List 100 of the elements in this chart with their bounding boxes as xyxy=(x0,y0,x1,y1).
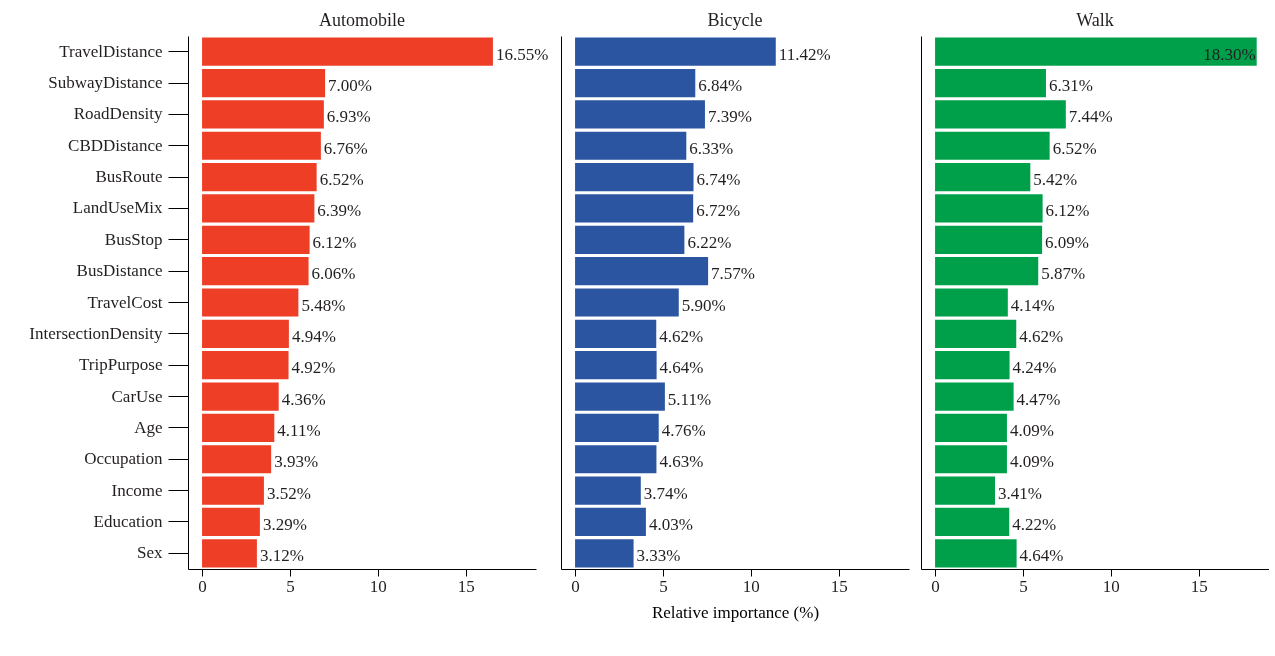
bar xyxy=(202,445,272,474)
bar xyxy=(575,507,646,537)
bar xyxy=(202,539,257,568)
x-tick-label: 10 xyxy=(742,576,760,596)
bar xyxy=(575,68,696,98)
data-label: 4.92% xyxy=(291,358,336,378)
data-label: 5.87% xyxy=(1041,264,1086,284)
bar xyxy=(575,100,705,129)
bar xyxy=(935,445,1007,474)
x-tick-label: 15 xyxy=(457,576,475,596)
x-tick-label: 5 xyxy=(286,576,295,596)
bar xyxy=(575,476,641,505)
bar xyxy=(202,288,299,317)
data-label: 5.11% xyxy=(667,389,712,409)
bar xyxy=(935,131,1050,160)
data-label: 18.30% xyxy=(1203,44,1256,64)
data-label: 6.52% xyxy=(1052,138,1097,158)
bar xyxy=(202,476,264,505)
data-label: 4.09% xyxy=(1009,452,1054,472)
y-tick-label: IntersectionDensity xyxy=(29,323,163,343)
data-label: 6.31% xyxy=(1048,76,1093,96)
data-label: 6.12% xyxy=(1045,201,1090,221)
data-label: 4.63% xyxy=(659,452,704,472)
bar xyxy=(202,68,326,98)
bar xyxy=(935,539,1017,568)
bar xyxy=(202,507,260,537)
data-label: 7.57% xyxy=(711,264,756,284)
data-label: 4.47% xyxy=(1016,389,1061,409)
y-tick-label: CarUse xyxy=(111,386,163,406)
y-tick-label: SubwayDistance xyxy=(48,73,163,93)
bar xyxy=(935,413,1007,443)
data-label: 6.84% xyxy=(698,76,743,96)
data-label: 5.90% xyxy=(681,295,726,315)
data-label: 6.22% xyxy=(687,232,732,252)
data-label: 16.55% xyxy=(495,44,549,64)
bar xyxy=(202,225,310,254)
bar xyxy=(575,257,709,286)
bar xyxy=(575,225,685,254)
data-label: 7.44% xyxy=(1068,107,1113,127)
bar xyxy=(575,162,694,192)
bar xyxy=(575,319,657,348)
y-tick-label: Age xyxy=(134,417,163,437)
bar xyxy=(935,507,1010,537)
x-tick-label: 0 xyxy=(571,576,580,596)
data-label: 6.52% xyxy=(319,170,364,190)
bar xyxy=(935,100,1066,129)
y-tick-label: CBDDistance xyxy=(68,135,163,155)
bar xyxy=(575,351,657,380)
x-tick-label: 0 xyxy=(931,576,940,596)
y-tick-label: Income xyxy=(111,480,163,500)
bar xyxy=(935,351,1010,380)
bar xyxy=(935,288,1008,317)
data-label: 4.14% xyxy=(1010,295,1055,315)
bar xyxy=(575,382,665,411)
data-label: 6.12% xyxy=(312,232,357,252)
y-tick-label: RoadDensity xyxy=(73,104,163,124)
x-tick-label: 5 xyxy=(1019,576,1028,596)
data-label: 7.00% xyxy=(328,76,373,96)
bar xyxy=(202,319,289,348)
data-label: 6.93% xyxy=(326,107,371,127)
x-tick-label: 15 xyxy=(830,576,848,596)
data-label: 11.42% xyxy=(778,44,831,64)
bar xyxy=(935,162,1031,192)
bar xyxy=(935,257,1039,286)
data-label: 6.74% xyxy=(696,170,741,190)
data-label: 6.06% xyxy=(311,264,356,284)
bar xyxy=(202,37,493,66)
data-label: 6.76% xyxy=(323,138,368,158)
bar xyxy=(575,445,657,474)
chart-title: Bicycle xyxy=(707,10,763,30)
y-tick-label: Education xyxy=(93,511,163,531)
y-tick-label: TravelCost xyxy=(87,292,163,312)
bar xyxy=(935,476,995,505)
data-label: 4.09% xyxy=(1009,420,1054,440)
bar xyxy=(575,194,694,223)
data-label: 4.03% xyxy=(648,514,693,534)
y-tick-label: TripPurpose xyxy=(79,355,163,375)
bar xyxy=(575,413,659,443)
data-label: 4.36% xyxy=(281,389,326,409)
chart-title: Automobile xyxy=(319,10,405,30)
data-label: 4.76% xyxy=(661,420,706,440)
data-label: 3.12% xyxy=(259,546,304,566)
bar xyxy=(202,382,279,411)
bar xyxy=(202,162,317,192)
data-label: 4.24% xyxy=(1012,358,1057,378)
data-label: 3.74% xyxy=(643,483,688,503)
data-label: 3.33% xyxy=(636,546,681,566)
bar xyxy=(202,100,324,129)
x-tick-label: 5 xyxy=(659,576,668,596)
bar xyxy=(935,225,1043,254)
data-label: 6.33% xyxy=(689,138,734,158)
bar xyxy=(935,194,1043,223)
y-tick-label: TravelDistance xyxy=(59,41,163,61)
data-label: 6.39% xyxy=(317,201,362,221)
data-label: 4.62% xyxy=(659,326,704,346)
data-label: 5.42% xyxy=(1033,170,1078,190)
bar xyxy=(935,37,1257,66)
data-label: 3.41% xyxy=(997,483,1042,503)
data-label: 6.72% xyxy=(696,201,741,221)
bar xyxy=(202,257,309,286)
